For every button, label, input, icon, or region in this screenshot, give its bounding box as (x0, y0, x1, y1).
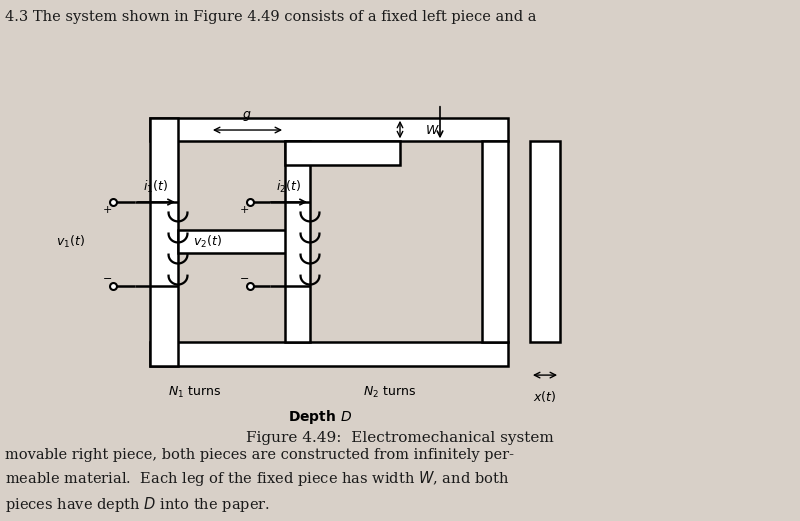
Text: $i_1(t)$: $i_1(t)$ (142, 179, 167, 195)
Text: Depth $D$: Depth $D$ (288, 408, 352, 426)
Text: $N_1$ turns: $N_1$ turns (169, 384, 222, 400)
Text: $g$: $g$ (242, 108, 252, 122)
Bar (150, 342, 508, 366)
Bar (482, 141, 508, 342)
Bar (530, 141, 560, 342)
Bar (285, 141, 400, 165)
Bar (178, 230, 308, 254)
Text: $-$: $-$ (239, 272, 249, 282)
Text: 4.3 The system shown in Figure 4.49 consists of a fixed left piece and a: 4.3 The system shown in Figure 4.49 cons… (5, 10, 537, 24)
Bar (150, 118, 508, 141)
Text: $N_2$ turns: $N_2$ turns (363, 384, 417, 400)
Text: $x(t)$: $x(t)$ (534, 389, 557, 404)
Text: $-$: $-$ (102, 272, 112, 282)
Text: $v_2(t)$: $v_2(t)$ (193, 234, 222, 250)
Text: $i_2(t)$: $i_2(t)$ (275, 179, 301, 195)
Bar (285, 141, 310, 342)
Text: $+$: $+$ (239, 204, 249, 215)
Text: $v_1(t)$: $v_1(t)$ (56, 234, 85, 250)
Text: Figure 4.49:  Electromechanical system: Figure 4.49: Electromechanical system (246, 431, 554, 445)
Text: $W$: $W$ (425, 123, 440, 137)
Text: movable right piece, both pieces are constructed from infinitely per-
meable mat: movable right piece, both pieces are con… (5, 448, 514, 514)
Text: $+$: $+$ (102, 204, 112, 215)
Bar (150, 118, 178, 366)
